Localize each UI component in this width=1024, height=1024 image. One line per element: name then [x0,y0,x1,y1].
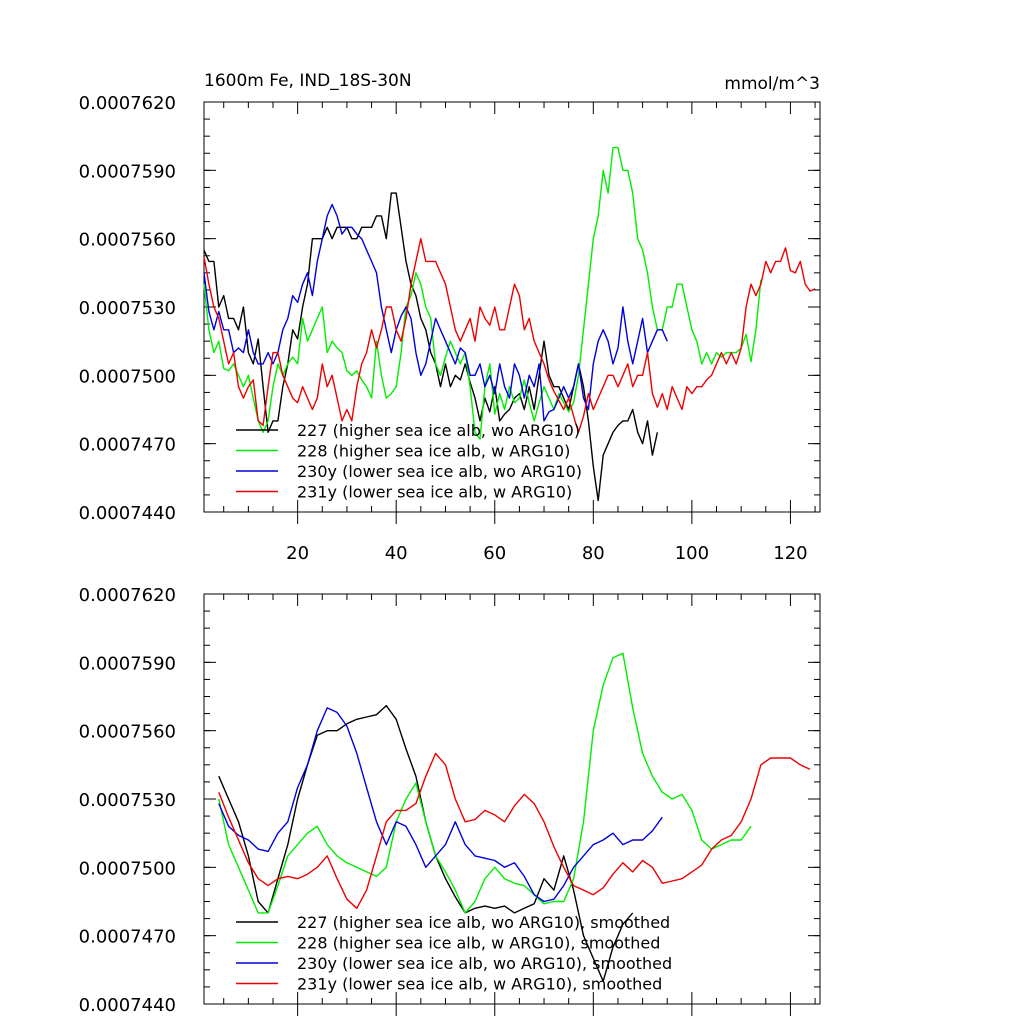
units-label: mmol/m^3 [724,74,820,94]
top-panel: 0.0007440 0.0007470 0.0007500 0.0007530 0.00… [79,71,821,564]
y-tick-label: 0.0007500 [79,366,176,387]
y-tick-label: 0.0007590 [79,653,176,674]
legend-label-0: 227 (higher sea ice alb, wo ARG10), smoo… [297,913,670,932]
series-line-2 [218,707,663,903]
series-line-3 [203,237,816,433]
legend-label-3: 231y (lower sea ice alb, w ARG10) [297,483,572,502]
legend-label-2: 230y (lower sea ice alb, wo ARG10) [297,462,582,481]
y-tick-label: 0.0007470 [79,927,176,948]
x-tick-label: 100 [675,543,709,564]
chart-title: 1600m Fe, IND_18S-30N [204,71,412,91]
x-tick-label: 80 [582,543,605,564]
x-tick-label: 20 [286,543,309,564]
legend-label-1: 228 (higher sea ice alb, w ARG10), smoot… [297,934,660,953]
legend-label-2: 230y (lower sea ice alb, wo ARG10), smoo… [297,954,672,973]
series-line-0 [203,192,659,502]
y-tick-label: 0.0007500 [79,858,176,879]
x-tick-label: 120 [773,543,807,564]
y-tick-label: 0.0007560 [79,230,176,251]
series-line-1 [218,652,752,914]
y-tick-label: 0.0007560 [79,722,176,743]
y-tick-label: 0.0007530 [79,790,176,811]
x-tick-label: 60 [483,543,506,564]
y-tick-label: 0.0007440 [79,995,176,1016]
series-line-3 [218,752,811,909]
y-tick-label: 0.0007620 [79,93,176,114]
x-tick-label: 40 [385,543,408,564]
y-tick-label: 0.0007530 [79,298,176,319]
y-tick-label: 0.0007470 [79,435,176,456]
y-tick-label: 0.0007440 [79,503,176,524]
series-line-2 [203,203,668,422]
legend-label-0: 227 (higher sea ice alb, wo ARG10) [297,421,580,440]
y-tick-label: 0.0007620 [79,585,176,606]
series-line-1 [203,146,762,440]
y-tick-label: 0.0007590 [79,161,176,182]
bottom-panel: 0.0007440 0.0007470 0.0007500 0.0007530 0.00… [79,585,821,1016]
legend-label-1: 228 (higher sea ice alb, w ARG10) [297,442,570,461]
legend-label-3: 231y (lower sea ice alb, w ARG10), smoot… [297,975,662,994]
